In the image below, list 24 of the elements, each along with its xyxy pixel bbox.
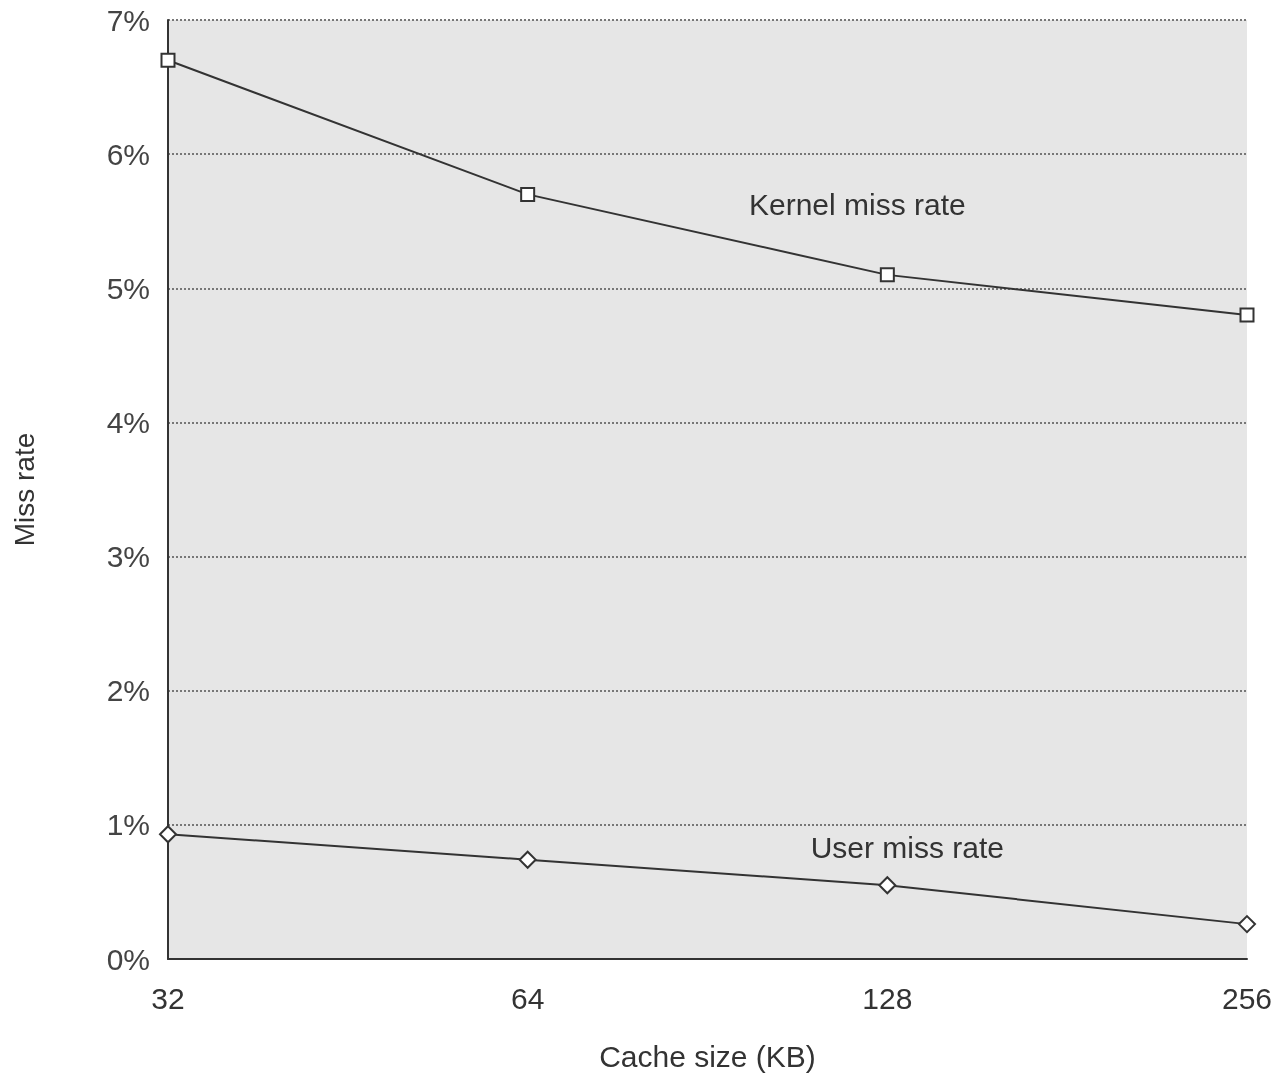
x-tick-label: 128 [862,981,913,1015]
point [160,52,176,68]
y-tick-label: 1% [106,808,150,842]
point [520,186,536,202]
point [159,825,177,844]
x-tick-label: 64 [510,981,545,1015]
y-tick-label: 6% [106,137,150,171]
series-label: Kernel miss rate [748,188,966,222]
x-axis-title: Cache size (KB) [599,1039,816,1073]
point [1239,307,1255,323]
y-tick-label: 5% [106,271,150,305]
y-tick-label: 7% [106,3,150,37]
point [878,876,897,895]
series-label: User miss rate [810,830,1005,864]
y-axis-title: Miss rate [8,432,40,547]
point [879,267,895,283]
y-tick-label: 2% [106,674,150,708]
point [518,850,537,869]
point [1238,915,1256,934]
x-tick-label: 32 [151,981,185,1015]
y-tick-label: 3% [106,540,150,574]
x-tick-label: 256 [1221,981,1273,1015]
y-tick-label: 0% [106,942,150,976]
y-tick-label: 4% [106,405,150,439]
